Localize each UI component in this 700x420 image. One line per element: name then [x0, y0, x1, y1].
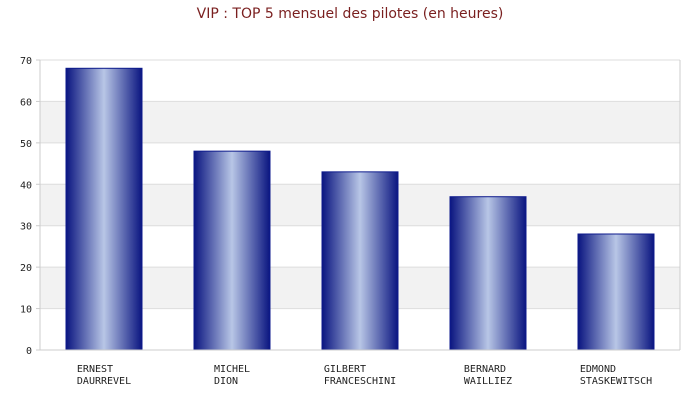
x-tick-label-line: EDMOND [580, 364, 616, 375]
x-tick-label: GILBERT FRANCESCHINI [324, 364, 396, 387]
bar [577, 233, 655, 351]
y-tick-label: 10 [20, 305, 32, 316]
bar [321, 171, 399, 351]
y-tick-label: 50 [20, 139, 32, 150]
x-tick-label: MICHEL DION [214, 364, 250, 387]
x-tick-label-line: ERNEST [77, 364, 113, 375]
x-tick-label-line: WAILLIEZ [464, 376, 512, 387]
x-tick-label: BERNARD WAILLIEZ [464, 364, 512, 387]
x-tick-label-line: STASKEWITSCH [580, 376, 652, 387]
plot-band [40, 60, 680, 102]
bar [65, 67, 143, 351]
y-tick-label: 60 [20, 97, 32, 108]
x-tick-label-line: FRANCESCHINI [324, 376, 396, 387]
plot-band [40, 101, 680, 143]
x-tick-label: ERNEST DAURREVEL [77, 364, 131, 387]
x-axis: ERNEST DAURREVEL MICHEL DION GILBERT FRANCESC… [40, 349, 680, 387]
bars [65, 67, 655, 351]
x-tick-label-line: DAURREVEL [77, 376, 131, 387]
y-tick-label: 70 [20, 56, 32, 67]
y-tick-label: 30 [20, 222, 32, 233]
x-tick-label-line: DION [214, 376, 238, 387]
chart-title: VIP : TOP 5 mensuel des pilotes (en heur… [197, 6, 504, 22]
y-tick-label: 20 [20, 263, 32, 274]
y-tick-label: 0 [26, 346, 32, 357]
y-axis: 0 10 20 30 40 50 60 70 [20, 56, 681, 357]
bar [193, 150, 271, 351]
x-tick-label-line: GILBERT [324, 364, 366, 375]
bar [449, 196, 527, 351]
x-tick-label: EDMOND STASKEWITSCH [580, 364, 652, 387]
x-tick-label-line: MICHEL [214, 364, 250, 375]
y-tick-label: 40 [20, 180, 32, 191]
x-tick-label-line: BERNARD [464, 364, 506, 375]
